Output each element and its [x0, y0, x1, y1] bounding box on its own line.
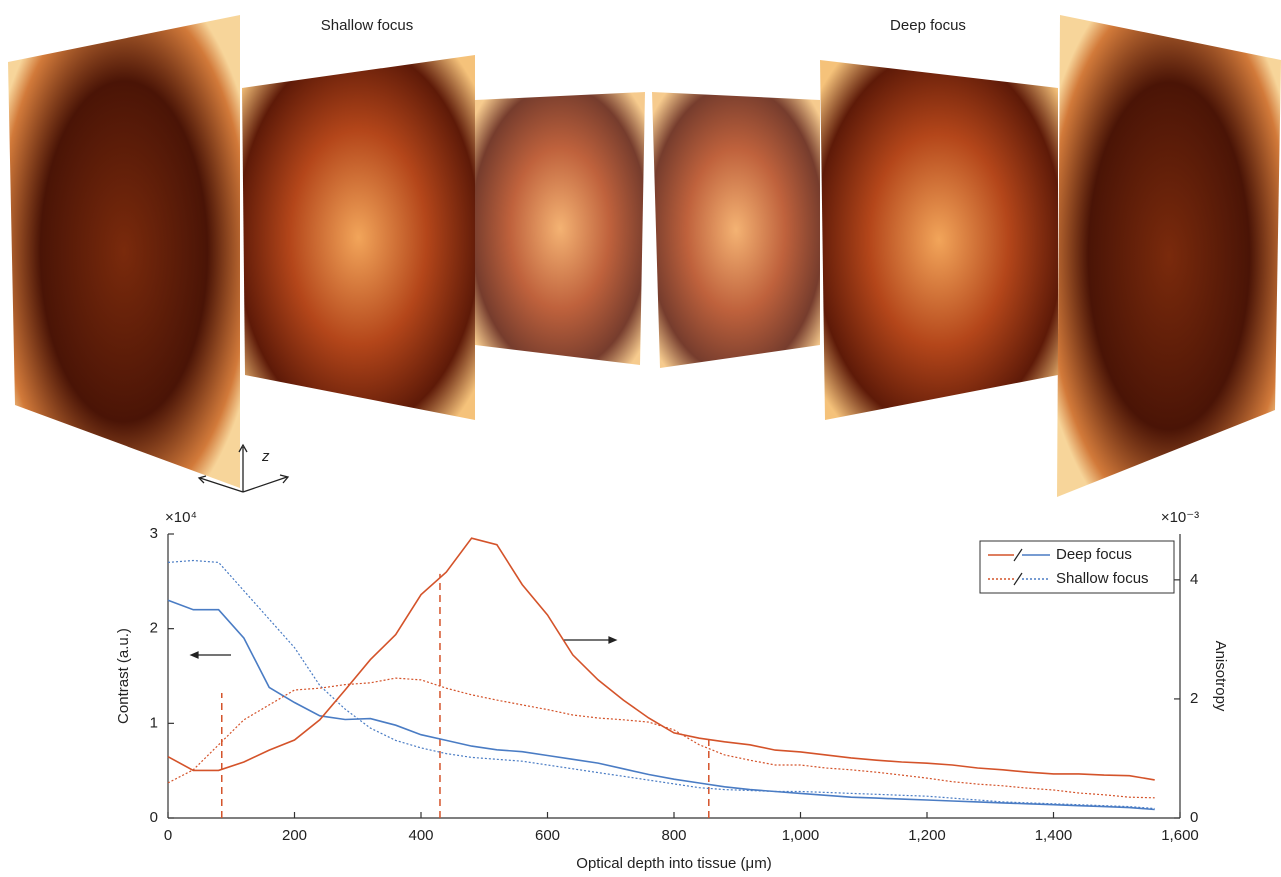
x-tick-label: 0: [164, 827, 172, 844]
tissue-slice: [8, 15, 240, 488]
y-multiplier: ×10⁴: [165, 509, 197, 526]
x-tick-label: 1,200: [908, 827, 946, 844]
legend-box: [979, 540, 1175, 594]
y-tick-label: 2: [150, 620, 158, 637]
legend-slash: [1013, 548, 1023, 562]
triad-axis: [242, 476, 288, 493]
triad-arrow: [238, 443, 248, 453]
arrow-head: [608, 636, 618, 644]
triad-axis: [199, 477, 244, 493]
x-tick-label: 600: [535, 827, 560, 844]
tissue-slice: [820, 60, 1058, 420]
x-axis-title: Optical depth into tissue (μm): [576, 855, 771, 872]
legend-label: Deep focus: [1056, 546, 1132, 563]
y-tick-label: 1: [150, 714, 158, 731]
legend-label: Shallow focus: [1056, 570, 1149, 587]
data-line: [167, 537, 1155, 781]
tissue-images: [8, 15, 1281, 497]
x-tick-label: 1,600: [1161, 827, 1199, 844]
direction-arrows: [189, 636, 618, 659]
y2-tick-label: 0: [1190, 809, 1198, 826]
y-axis-title: Contrast (a.u.): [115, 628, 132, 724]
data-line: [167, 599, 1155, 811]
tissue-slice: [652, 92, 820, 368]
triad-label: z: [261, 448, 270, 465]
legend-slash: [1013, 572, 1023, 586]
tissue-slice: [1057, 15, 1281, 497]
y2-axis-title: Anisotropy: [1212, 641, 1229, 712]
y2-multiplier: ×10⁻³: [1161, 509, 1199, 526]
tissue-slice: [242, 55, 475, 420]
x-tick-label: 200: [282, 827, 307, 844]
image-label: Deep focus: [890, 17, 966, 34]
x-tick-label: 400: [408, 827, 433, 844]
image-label: Shallow focus: [321, 17, 414, 34]
data-line: [167, 677, 1155, 799]
x-tick-label: 800: [661, 827, 686, 844]
arrow-head: [189, 651, 199, 659]
tissue-slice: [475, 92, 645, 365]
axis-triad: [197, 443, 290, 493]
data-line: [167, 559, 1155, 810]
triad-arrow: [279, 474, 290, 484]
x-tick-label: 1,400: [1035, 827, 1073, 844]
x-tick-label: 1,000: [782, 827, 820, 844]
y2-tick-label: 2: [1190, 690, 1198, 707]
y2-tick-label: 4: [1190, 571, 1198, 588]
triad-arrow: [197, 475, 207, 484]
y-tick-label: 0: [150, 809, 158, 826]
y-tick-label: 3: [150, 525, 158, 542]
